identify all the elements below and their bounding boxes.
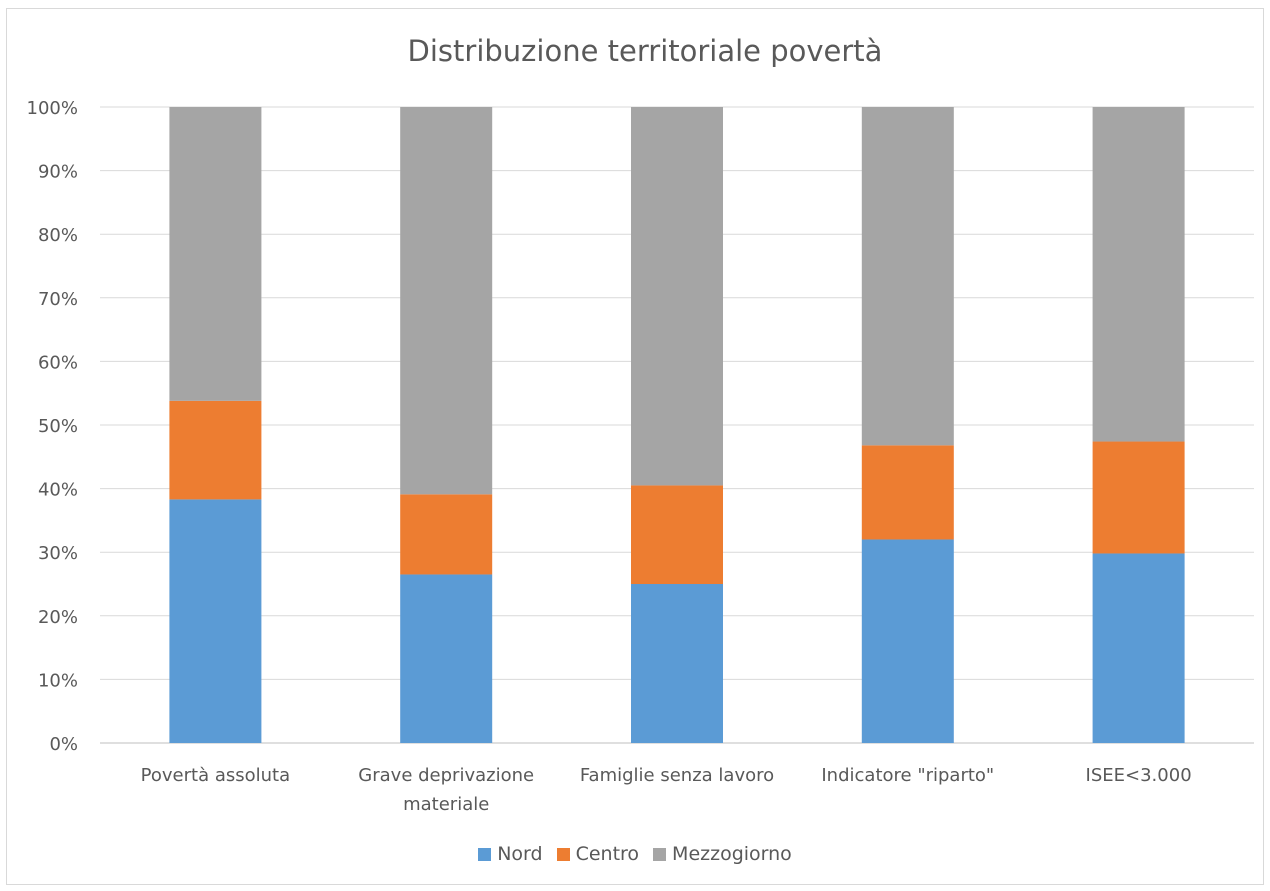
- legend-swatch: [478, 847, 492, 861]
- x-tick-label: Indicatore "riparto": [821, 765, 994, 786]
- bar-nord: [400, 574, 493, 743]
- bar-mezzogiorno: [1092, 107, 1185, 442]
- y-tick-label: 90%: [38, 162, 78, 183]
- y-tick-label: 0%: [49, 734, 78, 755]
- y-tick-label: 70%: [38, 289, 78, 310]
- bar-mezzogiorno: [169, 107, 262, 401]
- bar-centro: [861, 445, 954, 540]
- x-tick-label: ISEE<3.000: [1086, 765, 1192, 786]
- y-tick-label: 60%: [38, 352, 78, 373]
- bar-centro: [631, 485, 723, 584]
- y-tick-label: 10%: [38, 670, 78, 691]
- legend-item: Nord: [478, 843, 543, 865]
- x-tick-label: Povertà assoluta: [141, 765, 290, 786]
- legend-item: Centro: [556, 843, 640, 865]
- bar-mezzogiorno: [631, 107, 723, 486]
- chart-legend: Nord Centro Mezzogiorno: [0, 843, 1270, 865]
- y-tick-label: 50%: [38, 416, 78, 437]
- bar-nord: [631, 584, 723, 743]
- legend-label: Centro: [575, 843, 640, 865]
- bar-nord: [861, 539, 954, 743]
- legend-label: Nord: [497, 843, 543, 865]
- y-tick-label: 100%: [27, 98, 78, 119]
- chart-title: Distribuzione territoriale povertà: [407, 34, 883, 68]
- legend-swatch: [556, 847, 570, 861]
- bar-nord: [169, 499, 262, 743]
- bar-centro: [169, 400, 262, 500]
- y-tick-label: 40%: [38, 480, 78, 501]
- x-tick-label: materiale: [403, 794, 489, 815]
- x-tick-label: Grave deprivazione: [358, 765, 534, 786]
- y-tick-label: 30%: [38, 543, 78, 564]
- legend-item: Mezzogiorno: [653, 843, 792, 865]
- bar-mezzogiorno: [400, 107, 493, 495]
- y-tick-label: 80%: [38, 225, 78, 246]
- legend-label: Mezzogiorno: [672, 843, 792, 865]
- y-tick-label: 20%: [38, 607, 78, 628]
- bar-centro: [1092, 441, 1185, 554]
- bar-mezzogiorno: [861, 107, 954, 446]
- bar-nord: [1092, 553, 1185, 743]
- x-tick-label: Famiglie senza lavoro: [580, 765, 774, 786]
- bar-centro: [400, 494, 493, 575]
- legend-swatch: [653, 847, 667, 861]
